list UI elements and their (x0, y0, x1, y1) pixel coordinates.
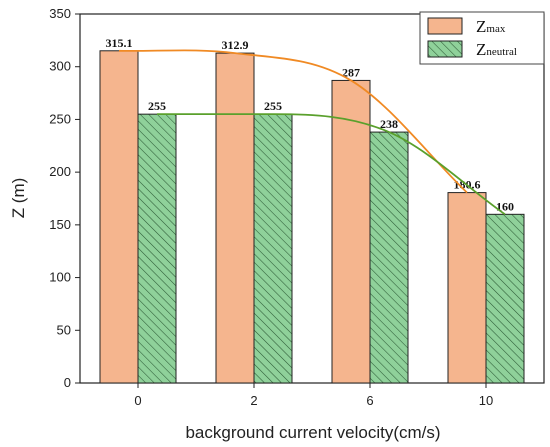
bar-zmax (99, 50, 139, 384)
y-tick-label: 250 (49, 111, 71, 126)
bar-zmax (331, 79, 371, 384)
trend-line-zmax (118, 49, 468, 194)
y-tick-label: 0 (64, 375, 71, 390)
plot-frame (79, 13, 545, 384)
x-tick-label: 2 (250, 393, 257, 408)
legend-label-zneutral: Zneutral (476, 40, 517, 59)
data-label-zneutral: 160 (496, 199, 514, 213)
y-tick-label: 50 (57, 322, 71, 337)
y-tick-label: 150 (49, 217, 71, 232)
x-tick-label: 10 (479, 393, 493, 408)
y-tick-label: 300 (49, 59, 71, 74)
bar-zneutral (485, 213, 525, 384)
data-label-zneutral: 255 (148, 99, 166, 113)
data-label-zneutral: 238 (380, 117, 398, 131)
bar-zneutral (137, 113, 177, 384)
bar-zneutral (369, 131, 409, 384)
legend: Zmax Zneutral (419, 11, 545, 65)
x-tick-label: 6 (366, 393, 373, 408)
y-axis-title: Z (m) (9, 178, 28, 219)
x-axis-title: background current velocity(cm/s) (185, 423, 440, 442)
data-label-zneutral: 255 (264, 99, 282, 113)
y-tick-label: 350 (49, 6, 71, 21)
legend-swatch-zmax (427, 17, 463, 35)
bar-zmax (215, 52, 255, 384)
trend-line-zneutral (157, 113, 506, 216)
y-tick-label: 200 (49, 164, 71, 179)
data-label-zmax: 312.9 (222, 38, 249, 52)
data-label-zmax: 315.1 (106, 36, 133, 50)
y-tick-label: 100 (49, 270, 71, 285)
bar-zneutral (253, 113, 293, 384)
legend-label-zmax: Zmax (476, 17, 506, 36)
x-tick-label: 0 (134, 393, 141, 408)
legend-swatch-zneutral (427, 40, 463, 58)
data-label-zmax: 287 (342, 65, 360, 79)
bar-zmax (447, 192, 487, 384)
